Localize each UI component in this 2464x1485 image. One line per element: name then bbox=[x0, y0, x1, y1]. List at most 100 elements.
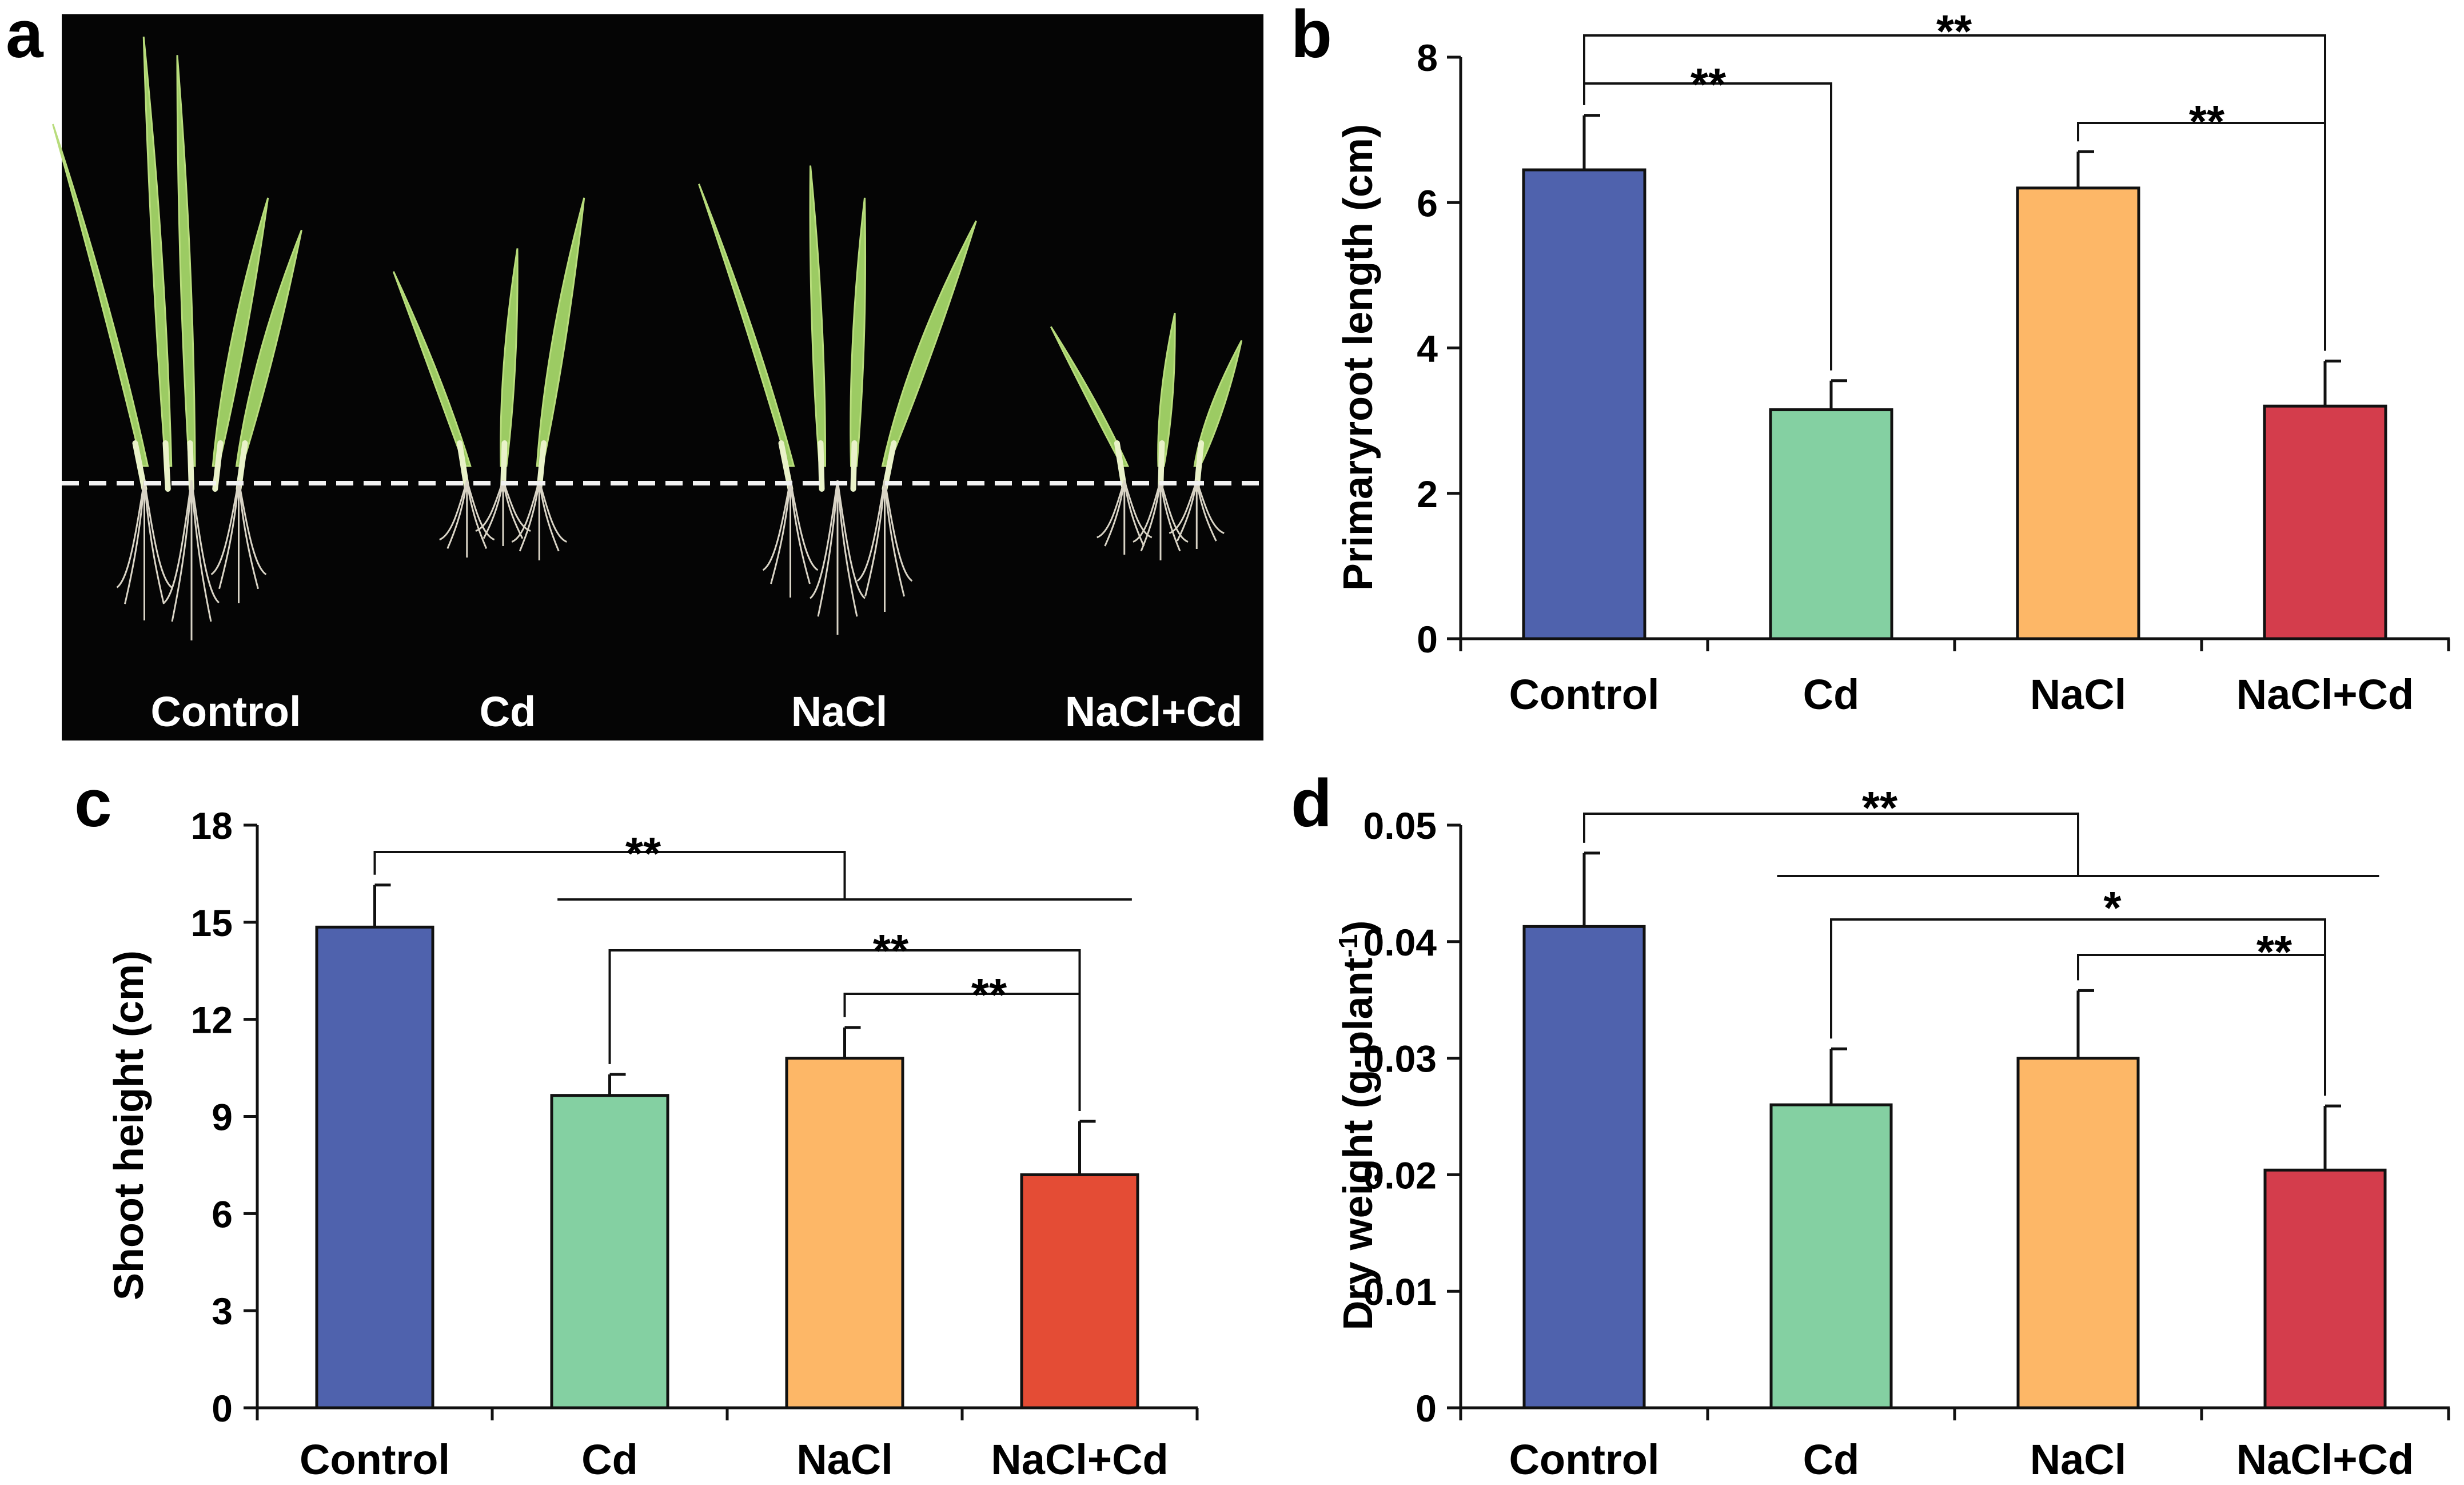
root-0-2-3 bbox=[238, 480, 259, 590]
seedlings-layer bbox=[52, 36, 1243, 640]
y-tick-label-b-3: 6 bbox=[1417, 182, 1438, 224]
root-3-2-1 bbox=[1176, 480, 1198, 542]
photo-label-nacl: NaCl bbox=[791, 688, 888, 735]
root-2-0-0 bbox=[762, 480, 791, 571]
root-3-1-0 bbox=[1133, 480, 1162, 543]
significance-label-c-0: ** bbox=[625, 828, 661, 879]
bar-b-3 bbox=[2263, 404, 2387, 640]
leaf-2-3 bbox=[881, 220, 977, 467]
bar-c-1 bbox=[550, 1094, 669, 1410]
leaf-0-2 bbox=[176, 55, 196, 467]
y-axis-title-d-main: Dry weight (g·plant bbox=[1335, 957, 1381, 1330]
root-0-0-0 bbox=[116, 480, 145, 588]
root-3-2-4 bbox=[1195, 480, 1225, 534]
bar-b-1 bbox=[1769, 408, 1893, 640]
significance-label-b-0: ** bbox=[1690, 59, 1727, 110]
panel-a-photo: a Control Cd NaCl NaCl+Cd bbox=[6, 0, 1263, 740]
significance-label-b-2: ** bbox=[2189, 96, 2225, 147]
category-label-b-0: Control bbox=[1509, 671, 1659, 718]
y-axis-title-c: Shoot height (cm) bbox=[106, 950, 152, 1300]
y-axis-title-d: Dry weight (g·plant-1) bbox=[1333, 921, 1381, 1331]
y-tick-label-c-0: 0 bbox=[212, 1387, 233, 1430]
root-2-1-0 bbox=[809, 480, 839, 599]
y-tick-label-c-3: 9 bbox=[212, 1096, 233, 1138]
leaf-3-0 bbox=[1050, 326, 1130, 467]
leaf-3-1 bbox=[1157, 312, 1176, 467]
root-3-1-3 bbox=[1159, 480, 1181, 552]
y-tick-label-b-2: 4 bbox=[1417, 328, 1438, 370]
stem-2-2 bbox=[850, 440, 858, 492]
leaf-0-3 bbox=[212, 197, 269, 467]
panel-label-b: b bbox=[1291, 0, 1332, 72]
bar-d-3 bbox=[2263, 1168, 2387, 1410]
leaf-2-1 bbox=[809, 165, 827, 467]
root-3-0-0 bbox=[1097, 480, 1126, 539]
panel-b-chart: b Primaryroot length (cm) Control Cd NaCl N… bbox=[1291, 0, 2450, 718]
panel-label-d: d bbox=[1291, 766, 1332, 841]
significance-bracket-d-2 bbox=[2077, 954, 2326, 1096]
root-1-1-4 bbox=[502, 480, 531, 532]
root-1-2-3 bbox=[538, 480, 560, 552]
leaf-2-0 bbox=[698, 184, 795, 467]
y-tick-label-c-1: 3 bbox=[212, 1290, 233, 1332]
plot-area-b: Control Cd NaCl NaCl+Cd 0 2 4 6 8 ** ** ** bbox=[1417, 6, 2450, 718]
root-1-0-1 bbox=[446, 480, 468, 549]
bar-b-0 bbox=[1522, 168, 1646, 640]
leaf-1-0 bbox=[392, 271, 472, 467]
significance-label-c-1: ** bbox=[873, 925, 909, 976]
stem-0-1 bbox=[162, 440, 171, 492]
y-axis-title-d-end: ) bbox=[1335, 921, 1381, 934]
root-0-0-3 bbox=[143, 480, 165, 604]
category-label-b-1: Cd bbox=[1803, 671, 1860, 718]
leaf-0-0 bbox=[52, 124, 149, 467]
root-2-1-4 bbox=[836, 480, 866, 599]
leaf-1-1 bbox=[500, 248, 519, 467]
root-3-2-0 bbox=[1169, 480, 1198, 534]
y-tick-label-d-0: 0 bbox=[1416, 1387, 1437, 1430]
root-3-0-1 bbox=[1104, 480, 1126, 547]
bar-d-0 bbox=[1522, 925, 1646, 1410]
plot-area-d: Control Cd NaCl NaCl+Cd 0 0.01 0.02 0.03 0.04 0.0… bbox=[1363, 782, 2450, 1483]
y-tick-label-d-2: 0.02 bbox=[1363, 1154, 1437, 1196]
leaf-2-2 bbox=[850, 197, 867, 467]
significance-label-b-1: ** bbox=[1936, 6, 1972, 57]
root-2-2-4 bbox=[884, 480, 913, 582]
root-1-0-3 bbox=[466, 480, 488, 549]
leaf-1-2 bbox=[536, 197, 585, 467]
leaf-0-1 bbox=[142, 36, 173, 467]
panel-d-chart: d Dry weight (g·plant-1) Control Cd NaCl Na… bbox=[1291, 766, 2450, 1483]
category-label-d-2: NaCl bbox=[2030, 1436, 2127, 1483]
root-0-0-1 bbox=[124, 480, 145, 604]
y-tick-label-b-0: 0 bbox=[1417, 618, 1438, 660]
root-0-1-3 bbox=[190, 480, 212, 622]
root-1-2-0 bbox=[511, 480, 540, 543]
root-2-2-0 bbox=[856, 480, 886, 582]
category-label-d-3: NaCl+Cd bbox=[2236, 1436, 2414, 1483]
root-1-2-4 bbox=[538, 480, 567, 543]
root-1-0-0 bbox=[439, 480, 468, 541]
photo-label-control: Control bbox=[150, 688, 301, 735]
root-0-0-4 bbox=[143, 480, 173, 588]
category-label-b-2: NaCl bbox=[2030, 671, 2127, 718]
photo-background bbox=[62, 14, 1263, 740]
y-tick-label-b-1: 2 bbox=[1417, 473, 1438, 515]
leaf-0-4 bbox=[235, 229, 302, 467]
significance-bracket-b-2 bbox=[2077, 122, 2326, 351]
bar-c-2 bbox=[785, 1057, 904, 1410]
photo-label-cd: Cd bbox=[480, 688, 536, 735]
root-3-1-4 bbox=[1159, 480, 1189, 543]
category-label-c-3: NaCl+Cd bbox=[991, 1436, 1168, 1483]
significance-bracket-c-0 bbox=[373, 851, 846, 899]
significance-label-d-0: ** bbox=[1862, 782, 1898, 833]
bar-d-1 bbox=[1769, 1103, 1893, 1410]
root-2-0-4 bbox=[790, 480, 819, 571]
stem-0-0 bbox=[132, 440, 147, 492]
panel-label-c: c bbox=[74, 766, 112, 841]
root-2-2-1 bbox=[864, 480, 886, 597]
stem-2-1 bbox=[818, 440, 825, 492]
plot-area-c: Control Cd NaCl NaCl+Cd 0 3 6 9 12 15 18 ** ** ** bbox=[191, 805, 1199, 1483]
root-1-2-1 bbox=[519, 480, 540, 552]
significance-label-d-2: ** bbox=[2256, 926, 2292, 977]
root-2-0-3 bbox=[790, 480, 811, 584]
